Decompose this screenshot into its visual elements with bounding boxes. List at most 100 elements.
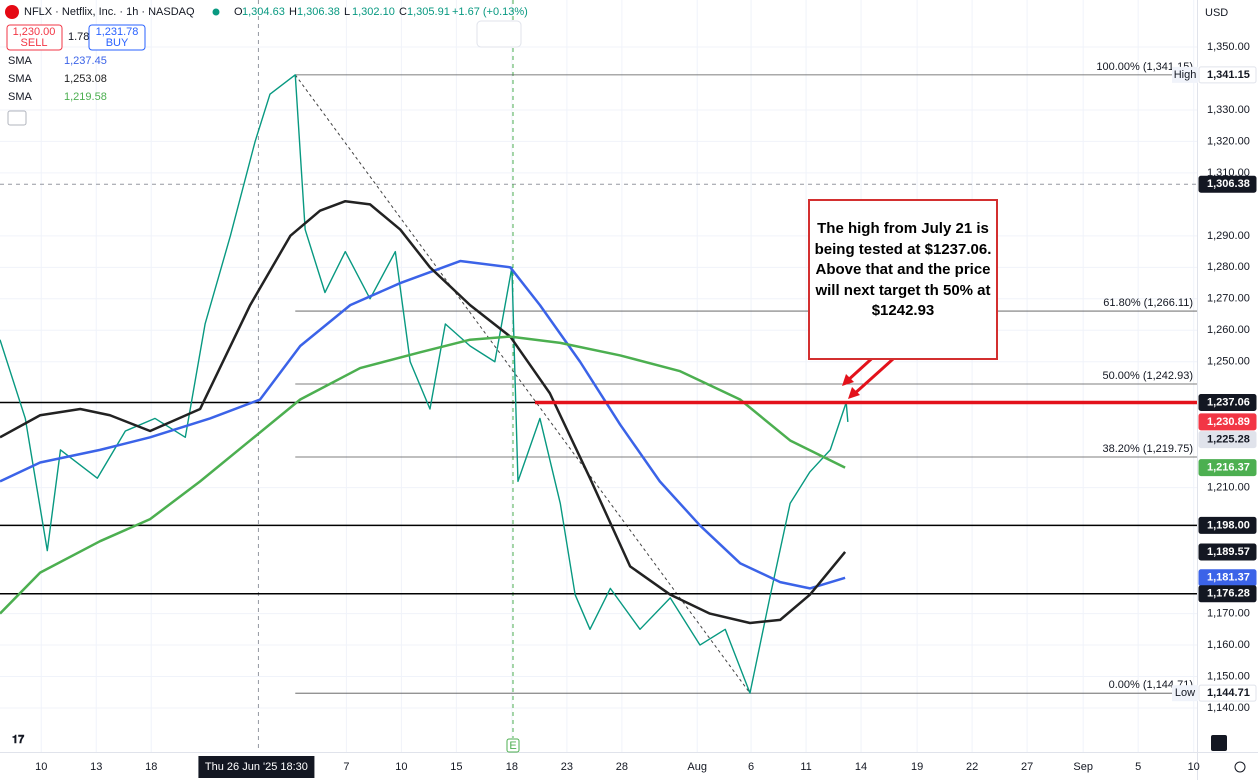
y-tick-label: 1,210.00 [1207, 482, 1250, 494]
y-tick-label: 1,170.00 [1207, 607, 1250, 619]
price-badge [1198, 516, 1257, 534]
crosshair-date-box [198, 756, 315, 778]
x-tick-label: 27 [1021, 761, 1033, 773]
sma-line [0, 335, 846, 615]
arrow-head [842, 374, 854, 386]
annotation: The high from July 21 is being tested at… [808, 199, 998, 360]
y-tick-label: 1,330.00 [1207, 104, 1250, 116]
collapse-button[interactable] [7, 110, 27, 126]
price-badge-label: 1,216.37 [1207, 462, 1250, 474]
y-tick-label: 1,280.00 [1207, 261, 1250, 273]
price-badge [1198, 413, 1257, 431]
sma-line [0, 199, 847, 625]
x-tick-label: 14 [855, 761, 867, 773]
x-tick-label: Aug [687, 761, 707, 773]
legend-value: 1,253.08 [64, 73, 107, 85]
auto-scale-button[interactable] [1211, 735, 1227, 751]
quote-label: L [344, 6, 350, 18]
y-tick-label: 1,350.00 [1207, 41, 1250, 53]
price-badge [1198, 393, 1257, 411]
x-tick-label: 10 [395, 761, 407, 773]
quote-value: 1,306.38 [297, 6, 340, 18]
price-badge [1198, 684, 1257, 702]
price-badge-label: 1,237.06 [1207, 396, 1250, 408]
y-tick-label: 1,320.00 [1207, 135, 1250, 147]
price-tag: High [1174, 69, 1197, 81]
price-badge [1198, 66, 1257, 84]
x-tick-label: 22 [966, 761, 978, 773]
legend-name: SMA [8, 73, 33, 85]
x-tick-label: 18 [506, 761, 518, 773]
fib-label: 50.00% (1,242.93) [1102, 370, 1193, 382]
quote-value: 1,304.63 [242, 6, 285, 18]
price-badge-label: 1,306.38 [1207, 178, 1250, 190]
x-tick-label: 13 [90, 761, 102, 773]
quote-label: O [234, 6, 243, 18]
crosshair-date: Thu 26 Jun '25 18:30 [205, 761, 308, 773]
y-tick-label: 1,290.00 [1207, 230, 1250, 242]
earnings-label: E [509, 740, 516, 752]
fib-label: 61.80% (1,266.11) [1103, 297, 1193, 309]
fib-label: 0.00% (1,144.71) [1109, 679, 1193, 691]
currency: USD [1205, 7, 1228, 19]
buy-button[interactable] [88, 24, 146, 51]
price-badge [1198, 459, 1257, 477]
logo [5, 5, 19, 19]
quote-label: C [399, 6, 407, 18]
y-tick-label: 1,160.00 [1207, 639, 1250, 651]
quote-label: H [289, 6, 297, 18]
sell-label: SELL [21, 37, 48, 49]
arrow-head [848, 387, 860, 399]
price-badge-label: 1,189.57 [1207, 546, 1250, 558]
y-tick-label: 1,250.00 [1207, 356, 1250, 368]
layout-button[interactable] [476, 20, 522, 48]
fib-label: 100.00% (1,341.15) [1096, 61, 1193, 73]
price-badge-label: 1,144.71 [1207, 687, 1250, 699]
quote-change: +1.67 (+0.13%) [452, 6, 528, 18]
trend-line [294, 74, 751, 694]
symbol-title: NFLX · Netflix, Inc. · 1h · NASDAQ [24, 6, 195, 18]
price-line [0, 74, 849, 694]
price-badge-label: 1,341.15 [1207, 69, 1250, 81]
header: NFLX · Netflix, Inc. · 1h · NASDAQ 1,230… [5, 5, 1228, 126]
x-tick-label: 10 [1188, 761, 1200, 773]
plot: E 100.00% (1,341.15) 61.80% (1,266.11) 50.0… [0, 0, 1197, 753]
x-tick-label: 10 [35, 761, 47, 773]
axes: 1,350.001,330.001,320.001,310.001,290.00… [35, 41, 1257, 778]
market-status [212, 8, 220, 16]
sell-price: 1,230.00 [13, 26, 56, 38]
legend-name: SMA [8, 91, 33, 103]
x-tick-label: Sep [1073, 761, 1093, 773]
x-tick-label: 6 [748, 761, 754, 773]
price-badge-label: 1,225.28 [1207, 433, 1250, 445]
price-badge [1198, 431, 1257, 449]
quote-value: 1,305.91 [407, 6, 450, 18]
settings-button[interactable] [1234, 761, 1246, 773]
fib-label: 38.20% (1,219.75) [1102, 443, 1193, 455]
price-badge [1198, 543, 1257, 561]
x-tick-label: 23 [561, 761, 573, 773]
price-badge-label: 1,176.28 [1207, 588, 1250, 600]
price-tag-box [1172, 685, 1198, 702]
price-tag-box [1172, 66, 1198, 83]
earnings-badge [506, 738, 520, 753]
buy-price: 1,231.78 [96, 26, 139, 38]
price-badge-label: 1,198.00 [1207, 519, 1250, 531]
x-tick-label: 11 [800, 761, 811, 773]
price-badge-label: 1,230.89 [1207, 416, 1250, 428]
x-tick-label: 19 [911, 761, 923, 773]
quote-value: 1,302.10 [352, 6, 395, 18]
spread: 1.78 [68, 31, 89, 43]
price-tag: Low [1175, 687, 1195, 699]
legend-value: 1,219.58 [64, 91, 107, 103]
price-badge-label: 1,181.37 [1207, 572, 1250, 584]
y-tick-label: 1,150.00 [1207, 670, 1250, 682]
x-tick-label: 18 [145, 761, 157, 773]
x-tick-label: 5 [1135, 761, 1141, 773]
sell-button[interactable] [6, 24, 63, 51]
sma-line [0, 259, 846, 590]
legend-name: SMA [8, 55, 33, 67]
y-tick-label: 1,260.00 [1207, 324, 1250, 336]
